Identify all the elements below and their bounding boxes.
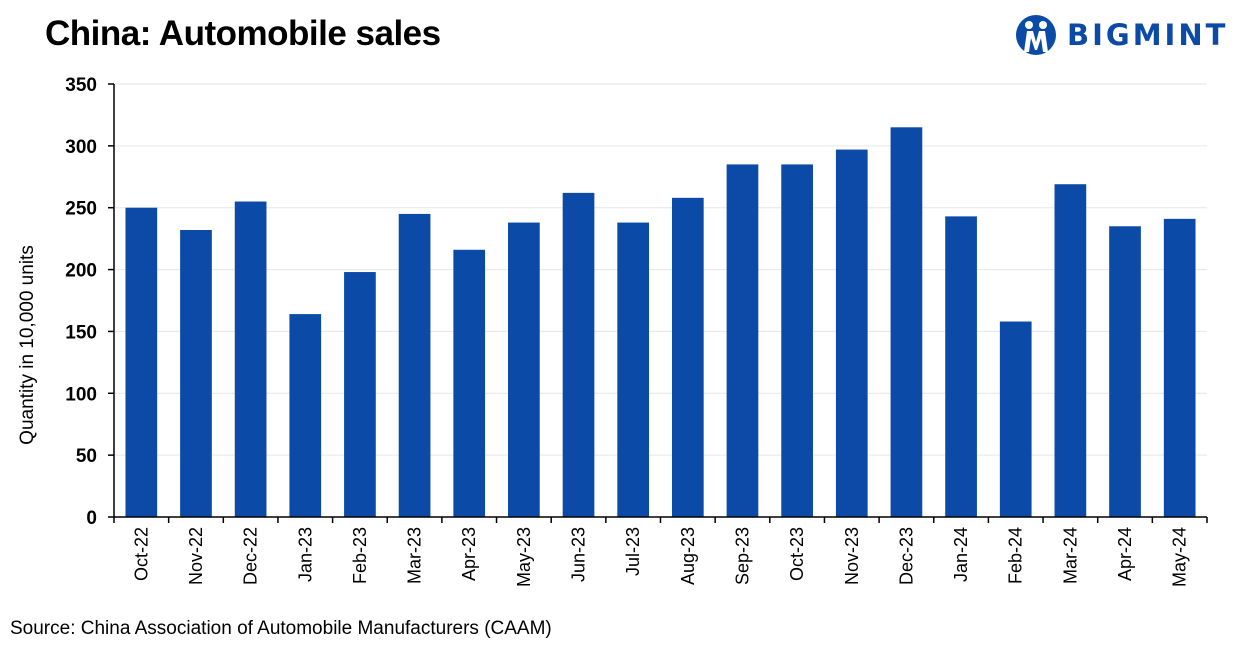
chart-title: China: Automobile sales [45, 14, 441, 53]
y-tick-label: 0 [86, 508, 97, 529]
bigmint-logo-icon [1016, 15, 1056, 55]
x-tick-label: Nov-23 [842, 527, 862, 585]
logo-text: BIGMINT [1067, 18, 1229, 52]
x-tick-label: Apr-24 [1115, 527, 1135, 581]
grid-lines [114, 83, 1207, 456]
x-tick-label: May-24 [1170, 527, 1190, 587]
x-tick-label: Jan-24 [951, 527, 971, 582]
bar-jul-23 [617, 222, 650, 517]
x-tick-label: Jul-23 [623, 527, 643, 576]
bar-may-24 [1163, 218, 1196, 517]
source-note: Source: China Association of Automobile … [10, 618, 552, 639]
bar-mar-24 [1054, 184, 1087, 518]
tick-labels: 0 50 100 150 200 250 300 350 Oct-22 Nov-22 Dec-22 J… [65, 75, 1189, 587]
x-tick-label: Nov-22 [186, 527, 206, 585]
bar-may-23 [508, 222, 540, 517]
x-tick-label: Feb-24 [1006, 527, 1026, 584]
brand-logo: BIGMINT [1015, 12, 1228, 58]
bar-jan-23 [289, 314, 322, 517]
bar-jan-24 [945, 216, 977, 518]
y-tick-label: 250 [65, 199, 97, 220]
y-tick-label: 100 [65, 384, 97, 405]
bar-oct-23 [781, 164, 813, 517]
x-tick-label: Sep-23 [732, 527, 752, 585]
x-tick-label: Mar-23 [405, 527, 425, 584]
x-tick-label: Dec-22 [241, 527, 261, 585]
y-tick-label: 50 [76, 446, 97, 467]
bar-dec-22 [234, 201, 267, 517]
bars [125, 127, 1196, 518]
bar-apr-23 [453, 249, 486, 517]
x-tick-label: Apr-23 [459, 527, 479, 581]
x-tick-label: Feb-23 [350, 527, 370, 584]
y-tick-label: 200 [65, 261, 97, 282]
bar-feb-24 [999, 321, 1032, 517]
bar-dec-23 [890, 127, 923, 518]
x-tick-label: Oct-23 [787, 527, 807, 581]
bar-sep-23 [726, 164, 759, 517]
y-axis-label: Quantity in 10,000 units [17, 245, 38, 445]
x-tick-label: May-23 [514, 527, 534, 587]
bar-nov-23 [835, 149, 868, 517]
bar-nov-22 [180, 229, 212, 518]
bar-jun-23 [562, 192, 595, 517]
x-tick-label: Mar-24 [1060, 527, 1080, 584]
x-tick-label: Jun-23 [569, 527, 589, 582]
bar-mar-23 [398, 213, 431, 517]
bar-apr-24 [1109, 226, 1141, 517]
axes [108, 83, 1208, 523]
x-tick-label: Oct-22 [131, 527, 151, 581]
y-tick-label: 150 [65, 322, 97, 343]
bar-oct-22 [125, 207, 158, 517]
y-tick-label: 300 [65, 137, 97, 158]
bar-feb-23 [344, 272, 376, 517]
x-tick-label: Jan-23 [295, 527, 315, 582]
y-tick-label: 350 [65, 75, 97, 96]
x-tick-label: Aug-23 [678, 527, 698, 585]
bar-aug-23 [671, 197, 704, 517]
x-tick-label: Dec-23 [896, 527, 916, 585]
